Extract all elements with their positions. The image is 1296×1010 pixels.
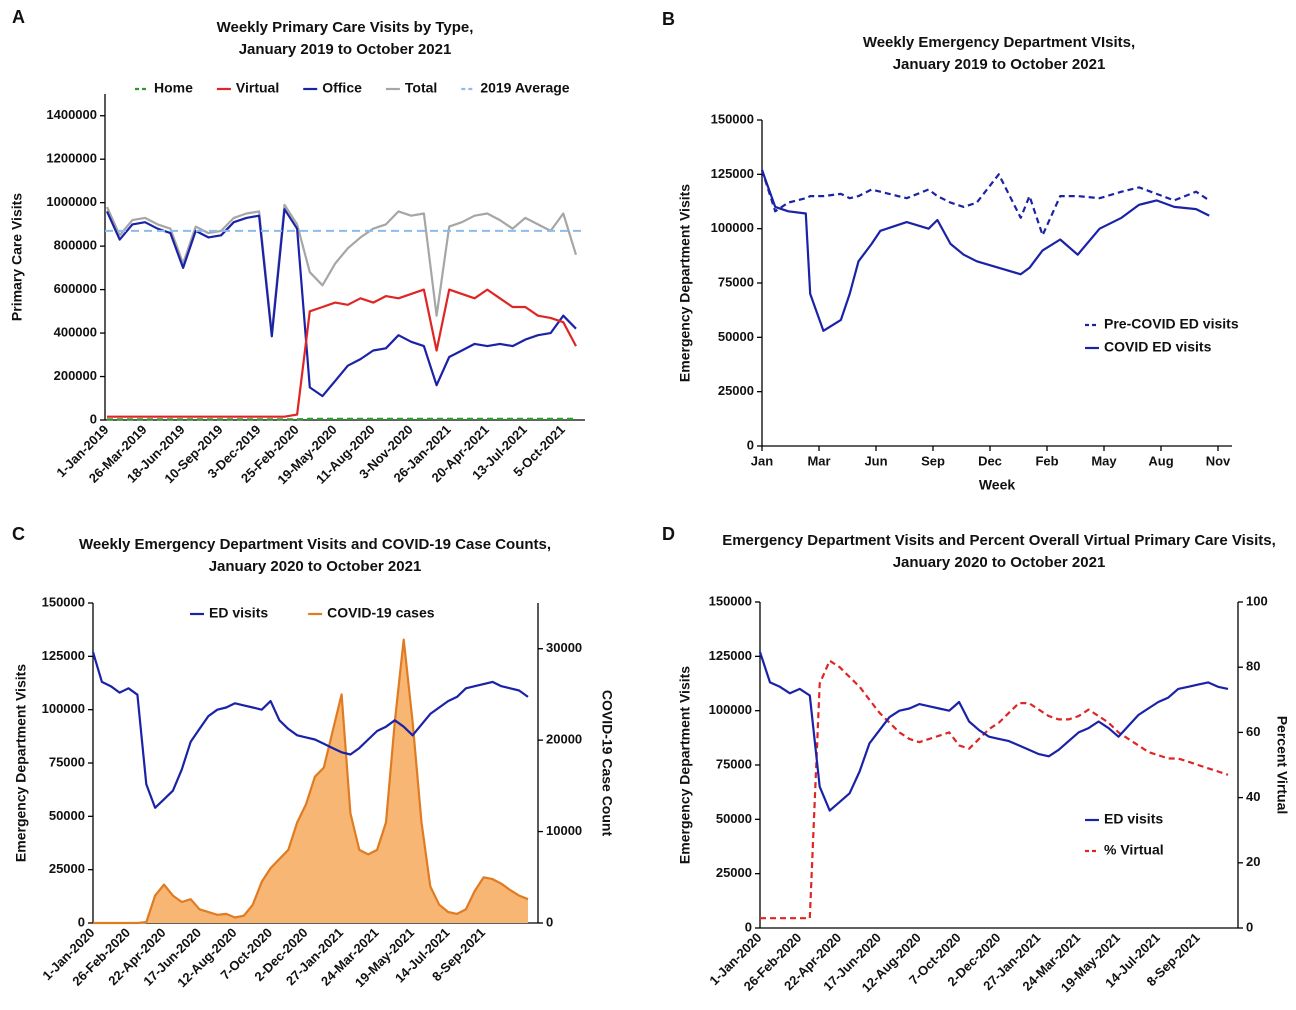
y-axis-label: Primary Care Visits <box>9 193 25 321</box>
legend-label: Office <box>322 80 362 96</box>
legend-label: 2019 Average <box>480 80 569 96</box>
y2-tick-label: 20000 <box>546 732 582 747</box>
y-tick-label: 800000 <box>54 238 97 253</box>
y-tick-label: 0 <box>78 914 85 929</box>
y-tick-label: 150000 <box>709 593 752 608</box>
area <box>93 639 528 923</box>
y2-tick-label: 80 <box>1246 659 1260 674</box>
x-tick-label: Mar <box>807 453 830 468</box>
chart-panel: B Weekly Emergency Department VIsits, Janu… <box>662 9 1239 493</box>
y-tick-label: 150000 <box>711 111 754 126</box>
legend-label: Virtual <box>236 80 279 96</box>
chart-title: January 2020 to October 2021 <box>893 554 1106 571</box>
chart-title: Weekly Emergency Department Visits and C… <box>79 536 551 553</box>
y-axis-label: Emergency Department Visits <box>677 184 693 382</box>
legend-label: % Virtual <box>1104 842 1164 858</box>
y-tick-label: 400000 <box>54 325 97 340</box>
y2-axis-label: COVID-19 Case Count <box>599 690 615 837</box>
y-tick-label: 0 <box>745 919 752 934</box>
chart-title: Weekly Primary Care Visits by Type, <box>217 19 474 36</box>
series-line <box>93 638 529 925</box>
y-tick-label: 1000000 <box>46 194 97 209</box>
y-axis-label: Emergency Department Visits <box>13 664 29 862</box>
x-tick-label: Dec <box>978 453 1002 468</box>
x-tick-label: May <box>1091 453 1117 468</box>
legend-label: Total <box>405 80 437 96</box>
chart-panel: D Emergency Department Visits and Percent… <box>662 524 1290 995</box>
chart-title: January 2019 to October 2021 <box>893 56 1106 73</box>
y-tick-label: 125000 <box>711 166 754 181</box>
x-tick-label: Aug <box>1148 453 1173 468</box>
series-line <box>105 203 578 335</box>
x-tick-label: Nov <box>1206 453 1231 468</box>
y-tick-label: 100000 <box>42 701 85 716</box>
y2-tick-label: 0 <box>1246 919 1253 934</box>
series-line <box>760 169 1210 332</box>
y2-tick-label: 0 <box>546 914 553 929</box>
panel-letter: A <box>12 7 25 27</box>
legend-label: Home <box>154 80 193 96</box>
y-tick-label: 0 <box>90 411 97 426</box>
chart-title: January 2020 to October 2021 <box>209 558 422 575</box>
y-axis-label: Emergency Department Visits <box>677 666 693 864</box>
y-tick-label: 125000 <box>709 648 752 663</box>
y-tick-label: 75000 <box>49 754 85 769</box>
y-tick-label: 50000 <box>49 808 85 823</box>
chart-title: Emergency Department Visits and Percent … <box>722 532 1276 549</box>
panel-letter: B <box>662 9 675 29</box>
x-tick-label: Sep <box>921 453 945 468</box>
series-line <box>91 651 529 809</box>
y-tick-label: 100000 <box>711 220 754 235</box>
x-tick-label: Jan <box>751 453 773 468</box>
legend-label: ED visits <box>209 605 268 621</box>
y-tick-label: 200000 <box>54 368 97 383</box>
series-line <box>107 288 577 418</box>
series-line <box>760 659 1229 920</box>
chart-panel: C Weekly Emergency Department Visits and … <box>12 524 615 990</box>
x-tick-label: Jun <box>864 453 887 468</box>
y2-tick-label: 40 <box>1246 789 1260 804</box>
legend-label: COVID ED visits <box>1104 339 1212 355</box>
y-tick-label: 75000 <box>718 274 754 289</box>
y-tick-label: 0 <box>747 437 754 452</box>
y-tick-label: 125000 <box>42 648 85 663</box>
panel-letter: C <box>12 524 25 544</box>
chart-title: Weekly Emergency Department VIsits, <box>863 34 1135 51</box>
legend-label: Pre-COVID ED visits <box>1104 316 1239 332</box>
y2-axis-label: Percent Virtual <box>1274 716 1290 815</box>
series-line <box>758 651 1229 812</box>
legend-label: ED visits <box>1104 811 1163 827</box>
y2-tick-label: 60 <box>1246 724 1260 739</box>
y2-tick-label: 100 <box>1246 593 1268 608</box>
y-tick-label: 1400000 <box>46 107 97 122</box>
x-tick-label: Feb <box>1035 453 1058 468</box>
y-tick-label: 150000 <box>42 594 85 609</box>
series-line <box>105 208 577 398</box>
y2-tick-label: 30000 <box>546 640 582 655</box>
y-tick-label: 25000 <box>718 383 754 398</box>
series-line <box>760 169 1210 237</box>
y-tick-label: 50000 <box>718 329 754 344</box>
y-tick-label: 25000 <box>49 861 85 876</box>
legend-label: COVID-19 cases <box>327 605 435 621</box>
chart-title: January 2019 to October 2021 <box>239 41 452 58</box>
y2-tick-label: 10000 <box>546 823 582 838</box>
y-tick-label: 50000 <box>716 811 752 826</box>
y-tick-label: 75000 <box>716 756 752 771</box>
y2-tick-label: 20 <box>1246 854 1260 869</box>
x-axis-label: Week <box>979 477 1016 493</box>
y-tick-label: 600000 <box>54 281 97 296</box>
chart-panel: A Weekly Primary Care Visits by Type, Janu… <box>9 7 585 487</box>
y-tick-label: 25000 <box>716 865 752 880</box>
panel-letter: D <box>662 524 675 544</box>
y-tick-label: 1200000 <box>46 151 97 166</box>
y-tick-label: 100000 <box>709 702 752 717</box>
